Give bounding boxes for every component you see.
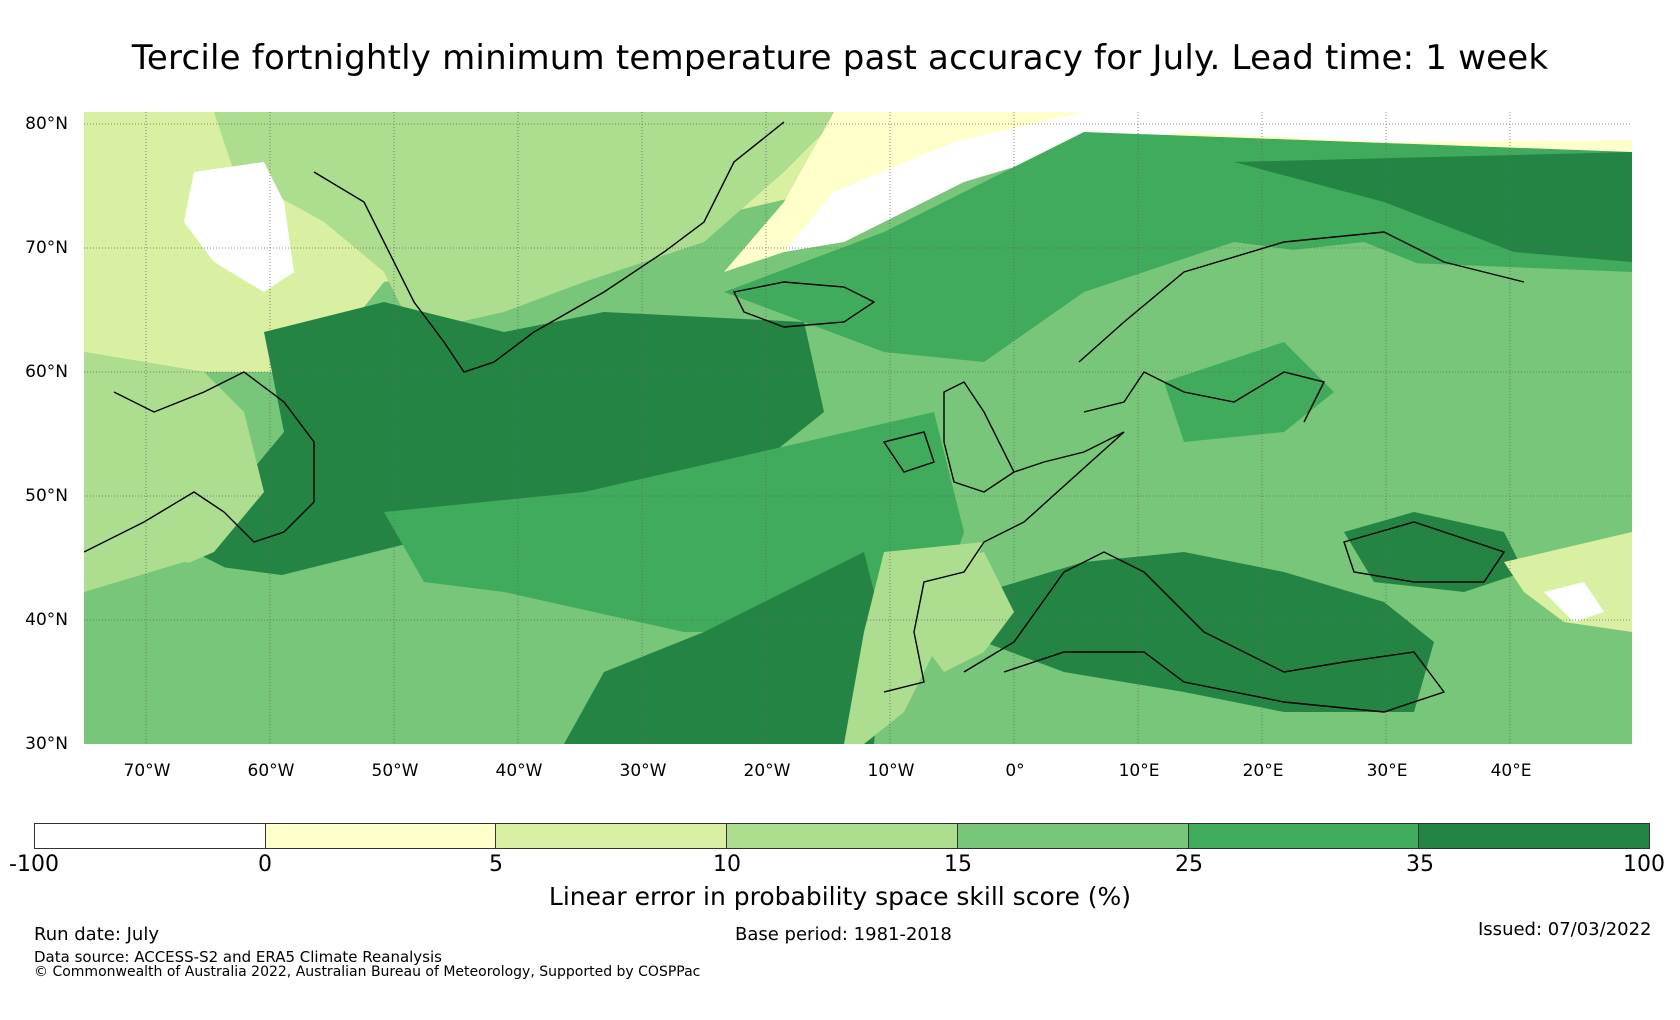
colorbar-segment: [496, 824, 728, 848]
data-source: Data source: ACCESS-S2 and ERA5 Climate …: [34, 948, 442, 966]
lon-label-30w: 30°W: [619, 761, 667, 781]
lat-label-60n: 60°N: [25, 362, 68, 382]
base-period: Base period: 1981-2018: [735, 924, 952, 945]
region-mediterranean-dark: [984, 552, 1434, 712]
lon-label-10e: 10°E: [1118, 761, 1160, 781]
coast-mediterranean: [963, 551, 1446, 713]
lon-label-30e: 30°E: [1366, 761, 1408, 781]
colorbar-tick-label: 25: [1175, 852, 1203, 877]
lat-label-40n: 40°N: [25, 610, 68, 630]
region-no-skill-ice: [784, 112, 1632, 252]
colorbar-segment: [265, 824, 497, 848]
graticule: [84, 112, 1632, 744]
colorbar-segment: [727, 824, 958, 848]
lat-label-80n: 80°N: [25, 114, 68, 134]
colorbar: [34, 823, 1650, 849]
skill-regions: [84, 112, 1632, 744]
map-title: Tercile fortnightly minimum temperature …: [131, 38, 1549, 78]
colorbar-tick-label: 10: [713, 852, 741, 877]
run-date: Run date: July: [34, 924, 159, 945]
coast-ireland: [882, 431, 935, 473]
lon-label-70w: 70°W: [123, 761, 171, 781]
issued-date: Issued: 07/03/2022: [1478, 919, 1652, 940]
copyright: © Commonwealth of Australia 2022, Austra…: [34, 964, 701, 980]
colorbar-segment: [1188, 824, 1420, 848]
region-caspian-white: [1544, 582, 1604, 622]
lon-label-10w: 10°W: [867, 761, 915, 781]
colorbar-tick-label: -100: [9, 852, 59, 877]
region-barents-darkest: [1234, 152, 1632, 262]
lon-label-20e: 20°E: [1242, 761, 1284, 781]
coast-scandinavia: [1078, 231, 1525, 363]
colorbar-tick-label: 15: [944, 852, 972, 877]
lon-label-40w: 40°W: [495, 761, 543, 781]
lon-label-0: 0°: [1005, 761, 1025, 781]
colorbar-tick-label: 5: [489, 852, 503, 877]
lat-label-30n: 30°N: [25, 734, 68, 754]
lon-label-60w: 60°W: [247, 761, 295, 781]
coast-greenland: [313, 121, 785, 373]
lon-label-20w: 20°W: [743, 761, 791, 781]
region-iberia-light: [904, 552, 1014, 672]
colorbar-segment: [957, 824, 1189, 848]
skill-score-map: [84, 112, 1632, 744]
region-west-light: [84, 352, 264, 592]
coast-britain: [943, 381, 1015, 493]
colorbar-tick-label: 100: [1623, 852, 1665, 877]
region-subtropical-dark: [564, 552, 884, 744]
coast-baltic: [1083, 371, 1326, 423]
region-baltic-dark: [1164, 342, 1334, 442]
lon-label-40e: 40°E: [1490, 761, 1532, 781]
colorbar-tick-label: 0: [258, 852, 272, 877]
coast-canada: [84, 371, 315, 553]
colorbar-tick-label: 35: [1406, 852, 1434, 877]
lat-label-50n: 50°N: [25, 486, 68, 506]
colorbar-segment: [1419, 824, 1650, 848]
coastlines: [84, 121, 1525, 713]
region-sw-green: [84, 562, 564, 744]
lat-label-70n: 70°N: [25, 238, 68, 258]
region-greenland-mid: [214, 112, 844, 332]
coast-black-sea: [1343, 521, 1506, 583]
colorbar-segment: [35, 824, 266, 848]
lon-label-50w: 50°W: [371, 761, 419, 781]
coast-europe-west: [883, 431, 1125, 693]
colorbar-label: Linear error in probability space skill …: [548, 882, 1132, 911]
coast-iceland: [732, 281, 876, 328]
region-black-sea-dark: [1344, 512, 1524, 592]
region-baffin-white: [184, 162, 294, 292]
